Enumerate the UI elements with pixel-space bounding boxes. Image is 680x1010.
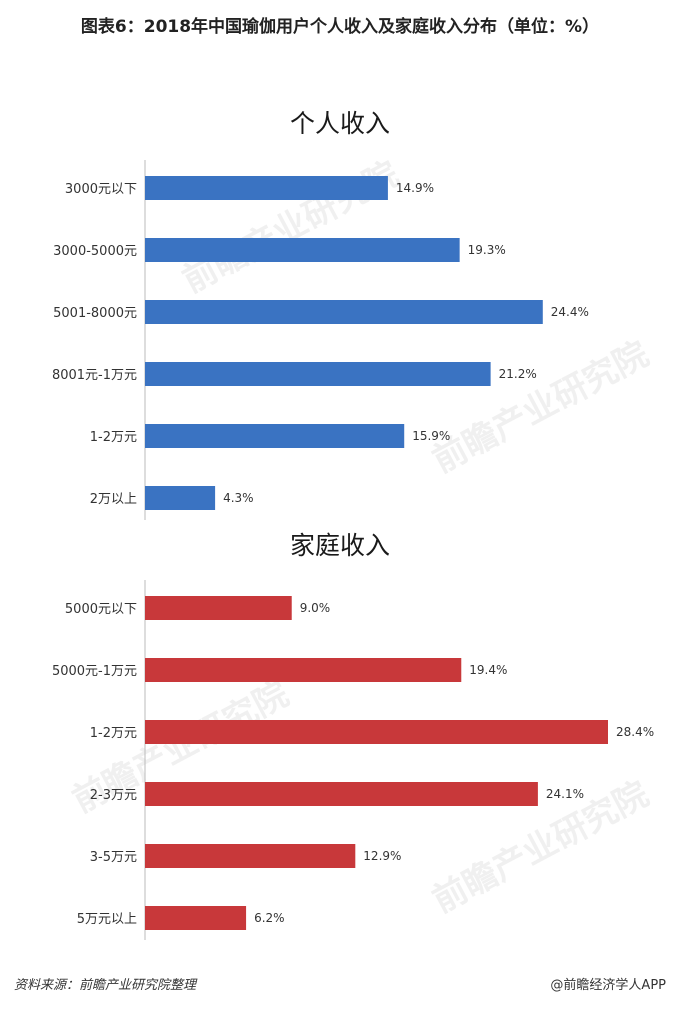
household-income-value-label: 9.0% xyxy=(300,601,331,615)
household-income-category-label: 1-2万元 xyxy=(90,726,137,741)
personal-income-category-label: 2万以上 xyxy=(90,492,137,507)
personal-income-bar xyxy=(145,238,460,262)
household-income-title: 家庭收入 xyxy=(289,531,390,560)
personal-income-category-label: 8001元-1万元 xyxy=(52,368,137,383)
personal-income-bar xyxy=(145,486,216,510)
household-income-category-label: 5万元以上 xyxy=(77,912,137,927)
personal-income-value-label: 15.9% xyxy=(412,429,450,443)
personal-income-bar xyxy=(145,424,405,448)
household-income-bar xyxy=(145,906,247,930)
personal-income-value-label: 14.9% xyxy=(396,181,434,195)
household-income-category-label: 5000元-1万元 xyxy=(52,664,137,679)
app-credit: @前瞻经济学人APP xyxy=(550,978,666,993)
personal-income-bar xyxy=(145,362,491,386)
personal-income-value-label: 21.2% xyxy=(499,367,537,381)
personal-income-category-label: 5001-8000元 xyxy=(53,306,137,321)
personal-income-bar xyxy=(145,300,543,324)
household-income-category-label: 3-5万元 xyxy=(90,850,137,865)
household-income-value-label: 19.4% xyxy=(469,663,507,677)
page-title: 图表6：2018年中国瑜伽用户个人收入及家庭收入分布（单位：%） xyxy=(80,17,600,37)
household-income-value-label: 12.9% xyxy=(363,849,401,863)
personal-income-category-label: 3000-5000元 xyxy=(53,244,137,259)
personal-income-value-label: 24.4% xyxy=(551,305,589,319)
household-income-value-label: 24.1% xyxy=(546,787,584,801)
source-note: 资料来源：前瞻产业研究院整理 xyxy=(14,978,197,993)
personal-income-category-label: 1-2万元 xyxy=(90,430,137,445)
household-income-value-label: 28.4% xyxy=(616,725,654,739)
personal-income-category-label: 3000元以下 xyxy=(65,182,137,197)
household-income-bar xyxy=(145,596,292,620)
personal-income-value-label: 4.3% xyxy=(223,491,254,505)
personal-income-title: 个人收入 xyxy=(289,109,390,138)
household-income-category-label: 2-3万元 xyxy=(90,788,137,803)
personal-income-chart: 3000元以下 14.9% 3000-5000元 19.3% 5001-8000元 24.… xyxy=(52,160,589,520)
household-income-bar xyxy=(145,844,356,868)
household-income-bar xyxy=(145,720,608,744)
household-income-chart: 5000元以下 9.0% 5000元-1万元 19.4% 1-2万元 28.4% 2-3万元… xyxy=(52,580,654,940)
household-income-bar xyxy=(145,658,462,682)
personal-income-bar xyxy=(145,176,388,200)
household-income-bar xyxy=(145,782,538,806)
personal-income-value-label: 19.3% xyxy=(468,243,506,257)
household-income-category-label: 5000元以下 xyxy=(65,602,137,617)
household-income-value-label: 6.2% xyxy=(254,911,284,925)
